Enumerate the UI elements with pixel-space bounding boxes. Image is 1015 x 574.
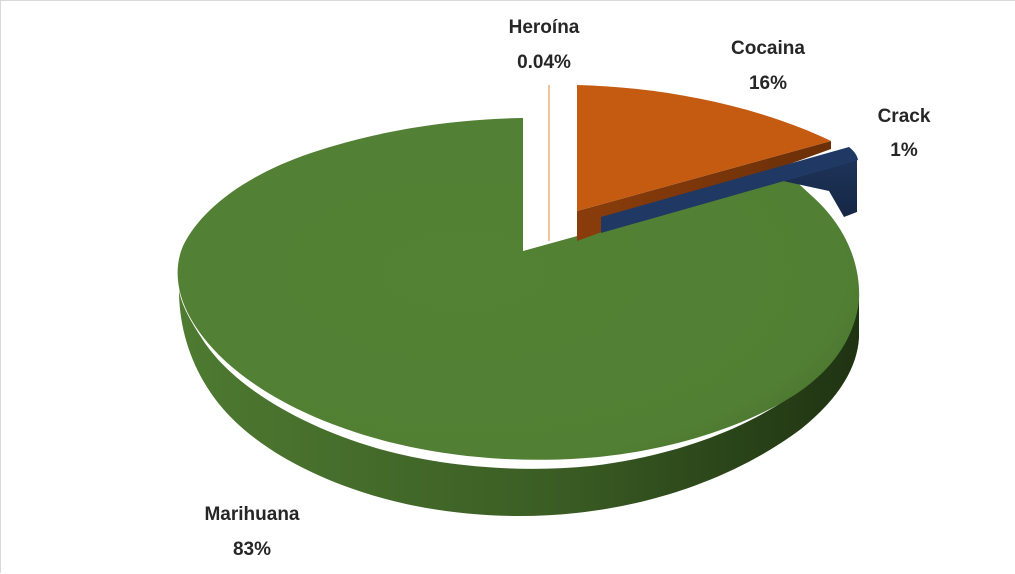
label-cocaina-name: Cocaina <box>731 38 805 59</box>
slice-crack[interactable] <box>601 147 858 233</box>
label-heroina-name: Heroína <box>509 17 580 38</box>
slice-marihuana-top <box>177 118 860 460</box>
slice-marihuana[interactable] <box>177 118 860 516</box>
slice-marihuana-side <box>179 286 859 516</box>
label-cocaina-value: 16% <box>749 73 787 94</box>
slice-crack-top <box>601 147 858 233</box>
label-crack-name: Crack <box>878 106 931 127</box>
label-crack-value: 1% <box>890 140 918 161</box>
label-marihuana-value: 83% <box>233 539 271 560</box>
slice-cocaina-top <box>577 85 831 211</box>
label-marihuana-name: Marihuana <box>204 504 299 525</box>
label-heroina-value: 0.04% <box>517 52 571 73</box>
data-labels: Heroína 0.04% Cocaina 16% Crack 1% Marih… <box>204 17 930 560</box>
